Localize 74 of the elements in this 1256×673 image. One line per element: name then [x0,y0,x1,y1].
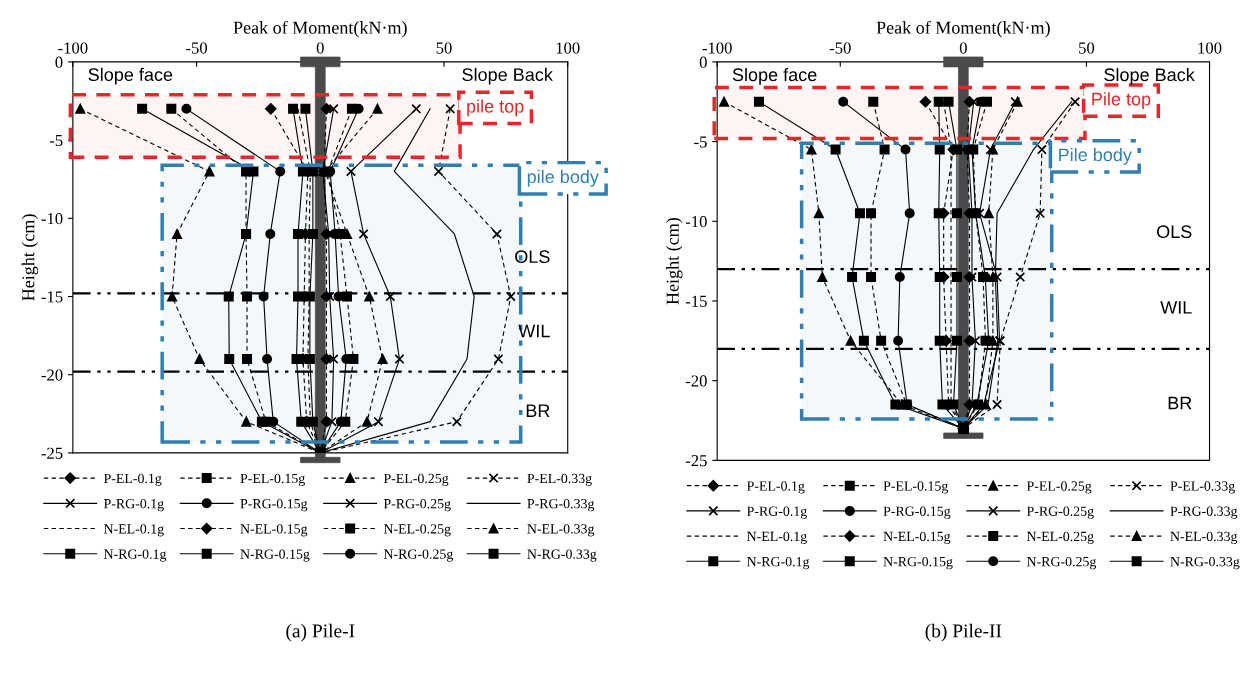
legend-label: P-RG-0.1g [103,498,164,512]
legend-label: N-RG-0.15g [883,556,953,570]
legend-label: N-RG-0.1g [747,556,810,570]
legend-label: P-RG-0.1g [747,506,807,519]
y-tick-label: -20 [685,375,707,387]
y-tick-label: -25 [685,455,707,467]
x-tick-label: -100 [58,42,88,54]
annotation: Slope Back [1104,67,1195,85]
legend-label: N-EL-0.33g [527,524,595,537]
x-tick-label: 50 [436,42,452,54]
y-tick-label: 0 [699,56,707,68]
legend-label: P-EL-0.15g [240,473,305,486]
legend-label: N-EL-0.15g [883,531,951,544]
band-label: Pile body [1059,147,1132,165]
y-tick-label: -5 [49,134,63,147]
x-tick-label: -100 [702,42,732,54]
band-label: pile top [467,99,524,117]
legend-label: N-RG-0.33g [1170,556,1240,570]
legend-label: P-EL-0.33g [527,473,592,486]
x-axis-title: Peak of Moment(kN·m) [876,20,1050,38]
legend-label: P-EL-0.25g [383,473,449,486]
annotation: OLS [515,250,550,264]
legend-label: P-RG-0.15g [883,506,951,519]
legend-label: P-EL-0.1g [103,473,162,486]
y-tick-label: -5 [694,136,707,148]
legend-label: N-RG-0.33g [527,549,597,562]
legend-label: P-EL-0.1g [747,481,805,494]
text: (b) Pile-II [925,623,1002,642]
legend-label: N-RG-0.25g [383,549,454,562]
y-tick-label: 0 [55,56,63,68]
legend-label: N-EL-0.25g [383,524,451,537]
annotation: Slope face [732,67,817,85]
x-tick-label: 50 [1079,42,1095,54]
y-axis-title: Height (cm) [21,214,39,301]
text: (a) Pile-I [286,623,355,642]
legend-label: N-RG-0.15g [240,549,310,562]
y-tick-label: -15 [685,295,707,307]
legend-label: P-RG-0.25g [383,498,451,512]
legend-label: P-EL-0.25g [1026,481,1092,494]
y-tick-label: -25 [41,447,63,459]
legend-label: P-RG-0.25g [1026,506,1094,519]
band-label: Pile top [1092,92,1151,110]
legend-label: N-RG-0.25g [1026,556,1097,570]
annotation: Slope Back [462,67,553,85]
annotation: Slope face [88,67,173,85]
y-tick-label: -10 [41,213,63,225]
legend-label: N-EL-0.15g [240,524,308,537]
legend-label: P-RG-0.15g [240,498,308,512]
x-tick-label: 100 [556,42,580,54]
legend-label: N-EL-0.25g [1026,531,1094,544]
x-tick-label: -50 [829,42,851,54]
legend-label: P-RG-0.33g [1170,506,1238,519]
legend-label: N-RG-0.1g [103,549,167,562]
legend-label: N-EL-0.1g [747,531,807,544]
x-tick-label: 100 [1198,42,1222,54]
annotation: OLS [1157,225,1192,239]
x-tick-label: 0 [959,42,967,54]
y-tick-label: -15 [41,291,63,303]
x-tick-label: 0 [316,42,324,54]
legend-label: N-EL-0.33g [1170,531,1238,544]
legend-label: P-EL-0.33g [1170,481,1235,494]
x-tick-label: -50 [186,42,208,54]
annotation: WIL [518,324,550,338]
y-axis-title: Height (cm) [666,218,683,305]
legend-label: N-EL-0.1g [103,524,164,537]
annotation: BR [1168,396,1192,410]
legend-label: P-RG-0.33g [527,498,595,512]
band-label: pile body [527,169,599,187]
annotation: WIL [1160,301,1192,314]
y-tick-label: -10 [685,215,707,228]
x-axis-title: Peak of Moment(kN·m) [233,20,407,38]
y-tick-label: -20 [41,369,63,381]
annotation: BR [526,404,550,417]
legend-label: P-EL-0.15g [883,481,949,494]
